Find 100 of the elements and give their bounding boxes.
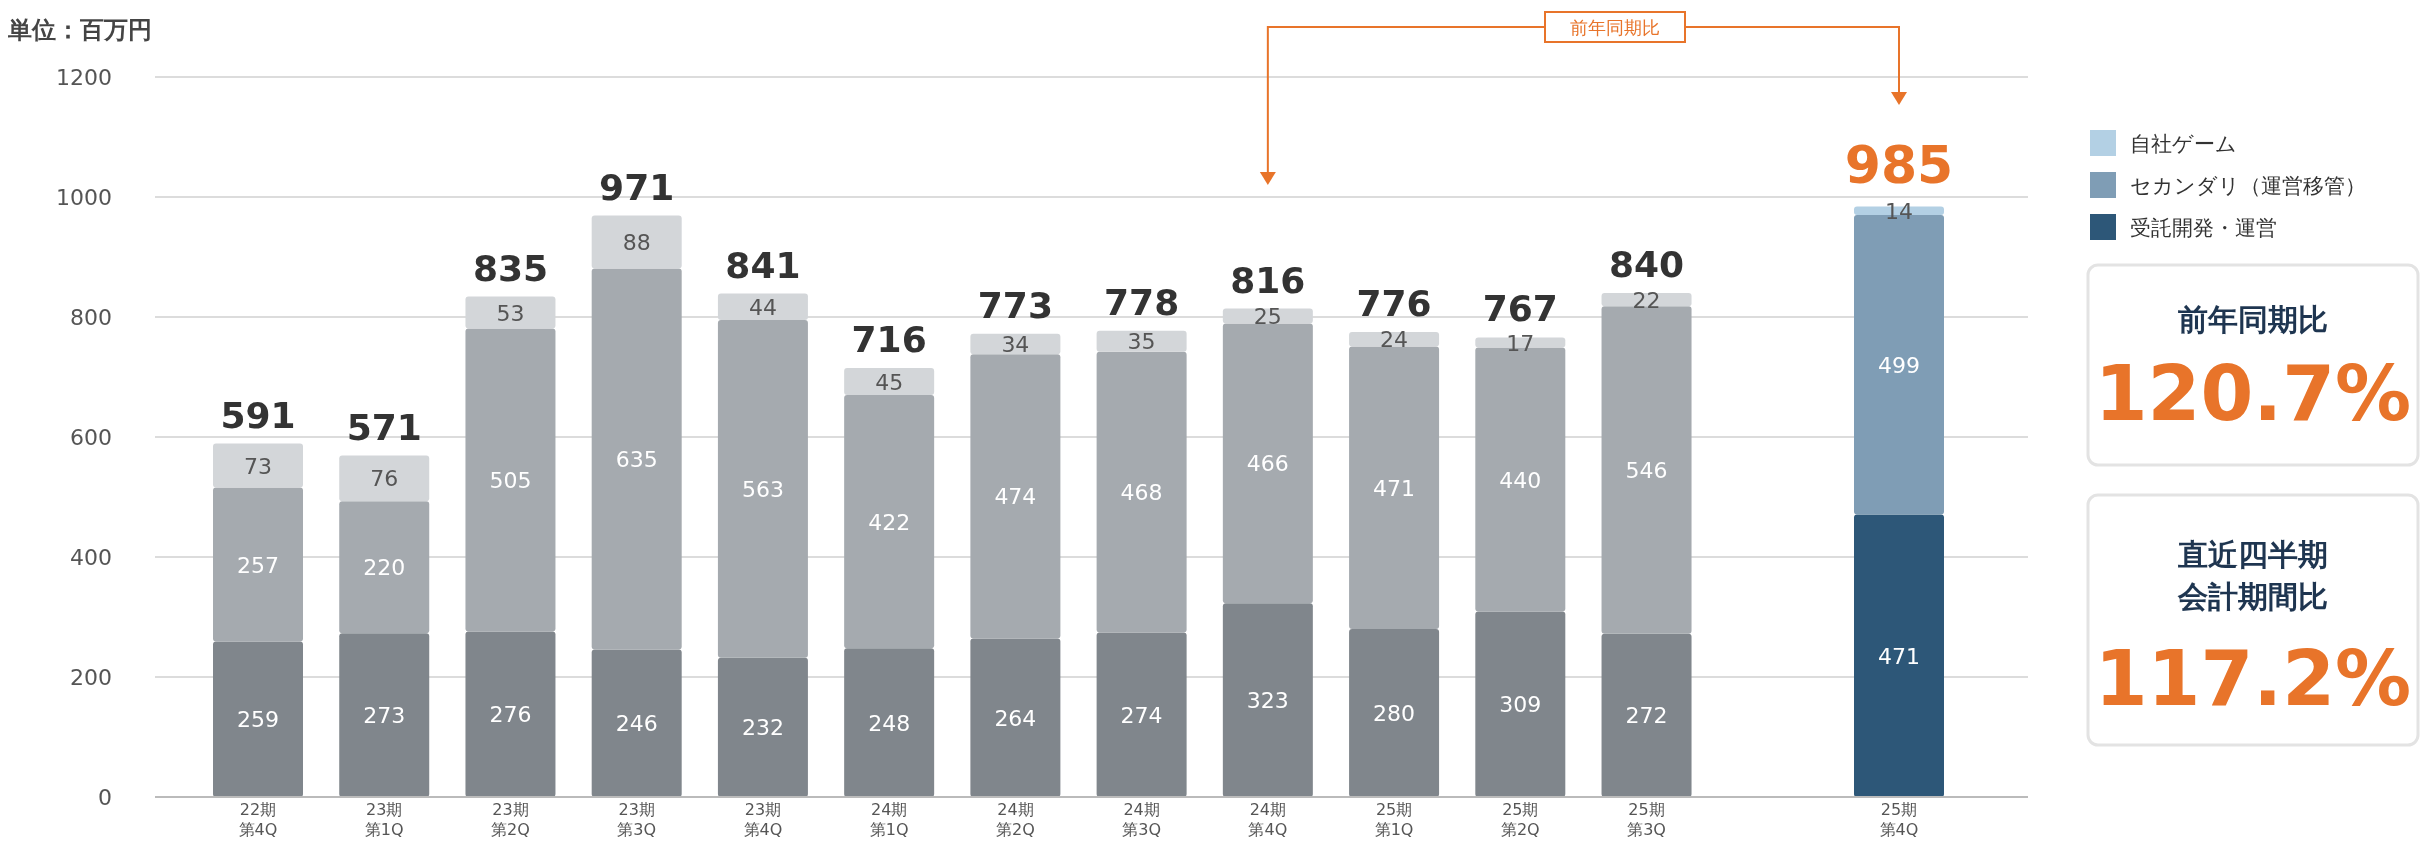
data-label: 248 (868, 710, 911, 736)
legend-label: セカンダリ（運営移管） (2130, 174, 2366, 198)
text: 120.7% (2094, 349, 2412, 438)
bar (970, 638, 1061, 797)
data-label: 440 (1499, 467, 1542, 493)
data-label: 259 (237, 707, 279, 733)
bar (591, 215, 682, 269)
y-tick-label: 800 (70, 305, 112, 330)
x-tick-label: 23期第1Q (364, 800, 404, 839)
x-tick-label: 23期第3Q (617, 800, 657, 839)
x-tick-label: 25期第1Q (1374, 800, 1414, 839)
y-tick-label: 1000 (56, 185, 112, 210)
x-tick-label: 24期第3Q (1122, 800, 1162, 839)
data-label: 274 (1120, 702, 1163, 728)
text: 前年同期比 (2178, 302, 2328, 337)
data-label: 88 (622, 230, 651, 255)
bar (1222, 323, 1313, 604)
y-tick-label: 200 (70, 665, 112, 690)
text: 単位：百万円 (7, 16, 152, 44)
bar (339, 455, 430, 502)
data-label: 474 (994, 484, 1037, 510)
x-tick-label: 23期第2Q (491, 800, 530, 839)
data-label: 53 (496, 300, 525, 326)
data-label: 422 (868, 509, 911, 535)
data-label: 563 (741, 476, 784, 502)
x-tick-label: 24期第1Q (869, 800, 909, 839)
legend-label: 受託開発・運営 (2130, 216, 2277, 240)
data-label: 73 (244, 453, 272, 479)
total-label: 767 (1482, 288, 1558, 330)
x-tick-label: 25期第4Q (1879, 800, 1919, 839)
data-label: 25 (1253, 304, 1282, 330)
legend-label: 自社ゲーム (2130, 132, 2237, 156)
total-label: 776 (1356, 283, 1432, 324)
data-label: 323 (1246, 688, 1289, 714)
bar (1475, 611, 1566, 797)
x-tick-label: 25期第3Q (1627, 800, 1666, 839)
total-label: 835 (472, 247, 549, 289)
data-label: 471 (1878, 643, 1920, 669)
data-label: 14 (1885, 198, 1913, 224)
data-label: 468 (1120, 480, 1163, 506)
bar (1096, 351, 1187, 633)
bar (844, 395, 935, 649)
bar (1096, 632, 1187, 797)
data-label: 499 (1878, 352, 1920, 378)
bar (213, 443, 303, 488)
data-label: 246 (615, 711, 658, 737)
bar (339, 633, 430, 797)
x-tick-label: 25期第2Q (1500, 800, 1540, 839)
data-label: 257 (237, 552, 279, 578)
data-label: 466 (1246, 451, 1289, 477)
total-label: 716 (851, 319, 927, 360)
x-tick-label: 24期第4Q (1248, 800, 1288, 839)
total-label: 971 (599, 166, 675, 208)
data-label: 44 (748, 294, 777, 320)
total-label: 778 (1104, 281, 1180, 323)
data-label: 35 (1127, 329, 1156, 355)
total-label: 591 (220, 394, 296, 436)
data-label: 22 (1632, 287, 1661, 313)
data-label: 34 (1001, 332, 1030, 357)
y-tick-label: 400 (70, 545, 112, 570)
bar (465, 631, 556, 797)
text: 117.2% (2094, 634, 2412, 723)
bar (717, 320, 808, 658)
data-label: 280 (1373, 701, 1416, 726)
data-label: 220 (363, 555, 406, 581)
data-label: 276 (489, 702, 532, 728)
bar (1349, 346, 1440, 629)
bar (591, 268, 682, 650)
text: 直近四半期会計期間比 (2177, 537, 2328, 614)
y-tick-label: 1200 (56, 65, 112, 90)
data-label: 272 (1625, 703, 1668, 729)
bar (591, 649, 682, 797)
bar (1601, 306, 1692, 634)
total-label: 840 (1608, 244, 1685, 285)
bar (970, 354, 1061, 639)
total-label: 816 (1230, 259, 1306, 301)
bar (1222, 603, 1313, 797)
data-label: 76 (370, 466, 399, 492)
data-label: 309 (1499, 692, 1542, 718)
data-label: 264 (994, 705, 1037, 731)
bar (717, 657, 808, 797)
data-label: 471 (1373, 475, 1416, 501)
bar (339, 501, 430, 634)
data-label: 546 (1625, 458, 1668, 483)
data-label: 232 (741, 715, 784, 741)
total-label: 841 (725, 244, 801, 286)
bar (465, 328, 556, 632)
total-label: 571 (346, 406, 422, 448)
total-label: 985 (1844, 134, 1954, 195)
data-label: 505 (489, 467, 532, 493)
y-tick-label: 0 (98, 785, 112, 810)
data-label: 273 (363, 703, 406, 729)
x-tick-label: 22期第4Q (238, 800, 278, 839)
data-label: 45 (875, 369, 904, 395)
bar (1349, 629, 1440, 797)
text: 前年同期比 (1570, 17, 1660, 38)
x-tick-label: 24期第2Q (995, 800, 1035, 839)
bar (1601, 633, 1692, 797)
bar (213, 487, 303, 642)
data-label: 24 (1380, 327, 1409, 353)
